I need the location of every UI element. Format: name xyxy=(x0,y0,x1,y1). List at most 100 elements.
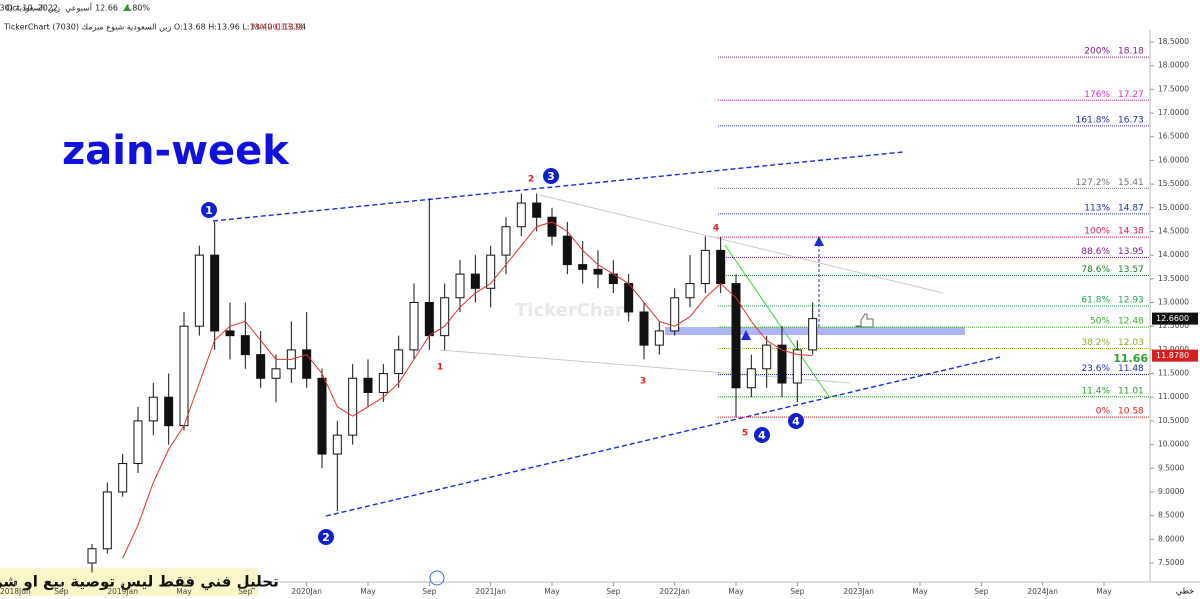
y-tick-label: 9.5000 xyxy=(1158,463,1184,472)
price-tag-label: 12.6600 xyxy=(1156,314,1189,323)
fib-value: 12.93 xyxy=(1118,295,1144,305)
x-tick-label: May xyxy=(176,587,192,596)
y-tick-label: 10.0000 xyxy=(1158,440,1189,449)
y-tick-label: 7.5000 xyxy=(1158,558,1184,567)
x-tick-label: Sep xyxy=(974,587,988,596)
fib-percent: 23.6% xyxy=(1081,364,1110,374)
x-tick-label: 2024Jan xyxy=(1027,587,1058,596)
y-tick-label: 15.5000 xyxy=(1158,179,1189,188)
candle-body xyxy=(762,344,772,370)
fib-percent: 88.6% xyxy=(1081,247,1110,257)
price-tag xyxy=(1152,312,1198,325)
wave-circle xyxy=(543,168,559,184)
fib-value: 16.73 xyxy=(1118,115,1144,125)
price-tag-label: 11.8780 xyxy=(1156,351,1189,360)
fib-percent: 127.2% xyxy=(1076,178,1111,188)
y-tick-label: 11.0000 xyxy=(1158,392,1189,401)
legend-text: TickerChart زين السعودية شبوع مبرمك (703… xyxy=(3,23,306,32)
upper-trendline xyxy=(212,151,904,222)
candle-body xyxy=(578,264,588,270)
candle-body xyxy=(670,297,680,332)
wave-label: 4 xyxy=(758,429,766,442)
x-tick-label: Sep xyxy=(238,587,252,596)
candle-body xyxy=(532,202,542,218)
price-tag xyxy=(1152,349,1198,362)
x-tick-label: Sep xyxy=(54,587,68,596)
fib-value: 13.57 xyxy=(1118,265,1144,275)
candle-body xyxy=(685,283,695,299)
x-tick-label: May xyxy=(912,587,928,596)
chart-title: zain-week xyxy=(62,128,290,174)
wave-label: 4 xyxy=(792,415,800,428)
candle-body xyxy=(317,377,327,455)
candle-body xyxy=(87,548,97,564)
x-tick-label: 2021Jan xyxy=(475,587,506,596)
wave-label-red: 2 xyxy=(528,175,534,185)
y-tick-label: 17.0000 xyxy=(1158,108,1189,117)
fib-value: 18.18 xyxy=(1118,47,1144,57)
candle-body xyxy=(363,377,373,393)
candle-body xyxy=(240,335,250,356)
candle-body xyxy=(516,202,526,228)
fib-value: 17.27 xyxy=(1118,90,1144,100)
y-tick-label: 8.0000 xyxy=(1158,534,1184,543)
wave-label: 3 xyxy=(547,170,555,183)
candle-body xyxy=(409,302,419,351)
candle-body xyxy=(547,216,557,237)
ma-legend: MA(20) xyxy=(252,23,281,32)
candle-body xyxy=(654,330,664,346)
y-tick-label: 18.0000 xyxy=(1158,61,1189,70)
watermark: TickerChart xyxy=(515,300,633,321)
logo xyxy=(429,570,445,586)
x-tick-label: Sep xyxy=(606,587,620,596)
y-tick-label: 12.0000 xyxy=(1158,345,1189,354)
y-tick-label: 9.0000 xyxy=(1158,487,1184,496)
disclaimer-box xyxy=(0,568,258,596)
candle-body xyxy=(746,368,756,389)
y-tick-label: 14.5000 xyxy=(1158,226,1189,235)
candle-body xyxy=(639,311,649,346)
candle-body xyxy=(700,249,710,285)
x-tick-label: 2022Jan xyxy=(659,587,690,596)
candle-body xyxy=(302,349,312,379)
y-tick-label: 13.5000 xyxy=(1158,274,1189,283)
fib-percent: 0% xyxy=(1096,407,1111,417)
fib-percent: 38.2% xyxy=(1081,338,1110,348)
candle-body xyxy=(378,373,388,393)
fib-value: 13.95 xyxy=(1118,247,1144,257)
candle-body xyxy=(792,349,802,384)
candle-body xyxy=(716,249,726,285)
candle-body xyxy=(102,491,112,550)
wave-label-red: 3 xyxy=(640,377,646,387)
wave-circle xyxy=(318,529,334,545)
y-tick-label: 10.5000 xyxy=(1158,416,1189,425)
y-tick-label: 12.5000 xyxy=(1158,321,1189,330)
candle-body xyxy=(271,368,281,379)
fib-value: 12.03 xyxy=(1118,338,1144,348)
fib-percent: 78.6% xyxy=(1081,265,1110,275)
candle-body xyxy=(332,434,342,455)
fib-value: 12.48 xyxy=(1118,317,1144,327)
x-tick-label: May xyxy=(544,587,560,596)
x-tick-label: May xyxy=(1096,587,1112,596)
x-tick-label: Sep xyxy=(422,587,436,596)
candle-body xyxy=(148,396,158,422)
header-last: 12.66 xyxy=(95,4,118,13)
candle-body xyxy=(470,273,480,289)
x-tick-label: Sep xyxy=(790,587,804,596)
change-arrow xyxy=(123,5,131,11)
candle-body xyxy=(210,254,220,332)
candle-body xyxy=(777,344,787,384)
candle-body xyxy=(164,396,174,427)
gray-line xyxy=(539,194,944,294)
header-name: زين السعودية (7030) xyxy=(0,4,60,13)
candle-body xyxy=(424,302,434,337)
header-period: أسبوعي xyxy=(65,3,92,13)
wave-circle xyxy=(201,202,217,218)
candle-body xyxy=(501,226,511,256)
candle-body xyxy=(348,377,358,436)
fib-percent: 200% xyxy=(1084,47,1110,57)
candle-body xyxy=(624,283,634,313)
candle-body xyxy=(118,463,128,493)
